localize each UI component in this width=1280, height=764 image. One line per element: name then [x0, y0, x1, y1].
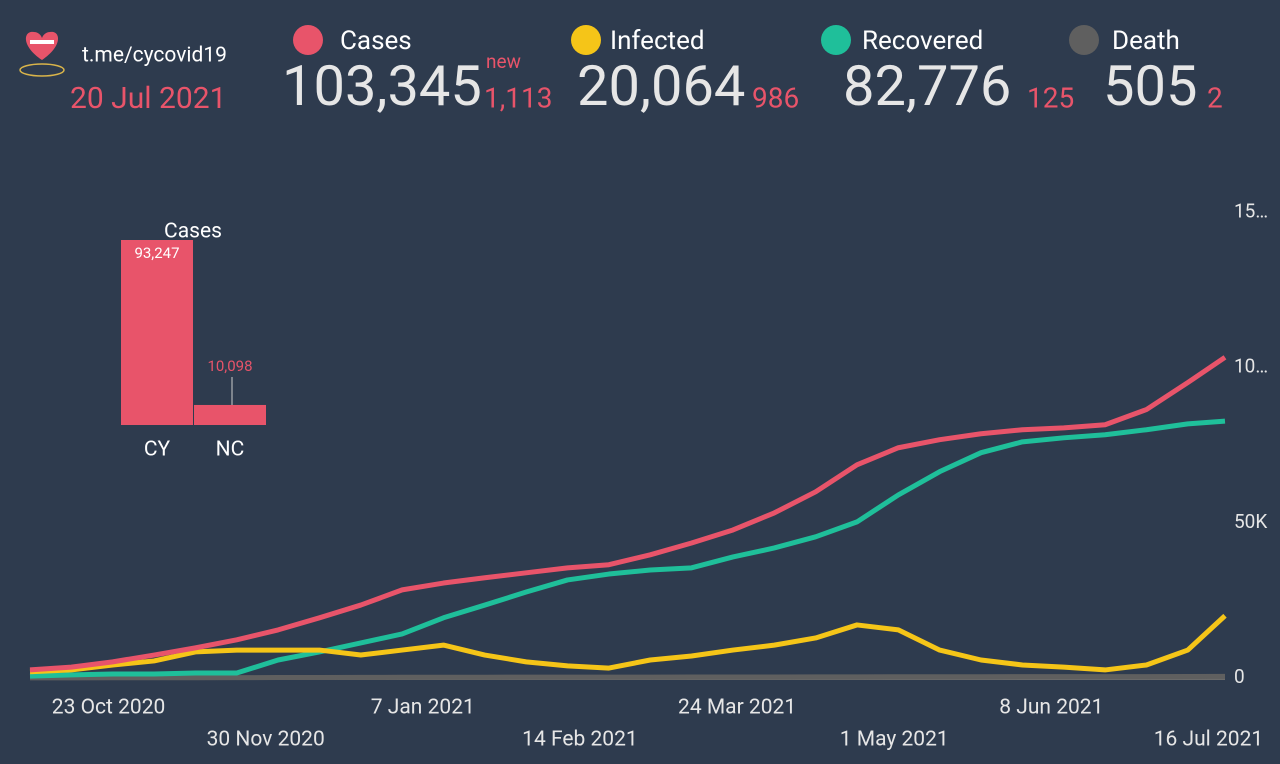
stat-total: 82,776: [843, 53, 1011, 119]
y-tick-label: 50K: [1234, 510, 1267, 533]
value-label: 10,098: [207, 357, 252, 375]
stat-new: 1,113: [484, 81, 552, 114]
stat-total: 20,064: [577, 53, 745, 119]
x-tick-label: 23 Oct 2020: [52, 696, 166, 720]
y-tick-label: 10…: [1234, 355, 1268, 378]
bar: [121, 240, 193, 425]
bar: [194, 404, 266, 425]
x-tick-label: 24 Mar 2021: [678, 696, 796, 720]
legend-label: Infected: [610, 26, 705, 56]
x-tick-label: 16 Jul 2021: [1154, 728, 1264, 752]
x-tick-label: 30 Nov 2020: [207, 728, 325, 752]
legend-label: Death: [1112, 26, 1180, 56]
legend-label: Recovered: [862, 26, 983, 56]
link[interactable]: t.me/cycovid19: [82, 44, 227, 68]
bar-title: Cases: [164, 220, 222, 244]
new-label: new: [486, 50, 521, 73]
x-tick-label: 14 Feb 2021: [522, 728, 638, 752]
x-tick-label: 7 Jan 2021: [371, 696, 475, 720]
legend-label: Cases: [340, 26, 412, 56]
series-line: [29, 613, 1227, 675]
legend-dot: [1069, 25, 1099, 55]
stat-new: 125: [1027, 81, 1074, 114]
legend-dot: [571, 25, 601, 55]
stat-total: 103,345: [282, 53, 482, 119]
stat-new: 2: [1207, 81, 1223, 114]
legend-dot: [293, 25, 323, 55]
category-label: CY: [144, 438, 171, 462]
x-tick-label: 8 Jun 2021: [999, 696, 1103, 720]
value-label: 93,247: [134, 244, 179, 262]
y-tick-label: 15…: [1234, 200, 1268, 223]
stat-new: 986: [752, 81, 799, 114]
stat-total: 505: [1103, 53, 1197, 119]
x-tick-label: 1 May 2021: [840, 728, 949, 752]
category-label: NC: [216, 438, 245, 462]
series-line: [29, 673, 1226, 681]
y-tick-label: 0: [1234, 665, 1245, 688]
date: 20 Jul 2021: [70, 81, 226, 116]
logo: [19, 31, 65, 77]
series-line: [29, 355, 1227, 673]
series-line: [29, 418, 1226, 679]
legend-dot: [821, 25, 851, 55]
